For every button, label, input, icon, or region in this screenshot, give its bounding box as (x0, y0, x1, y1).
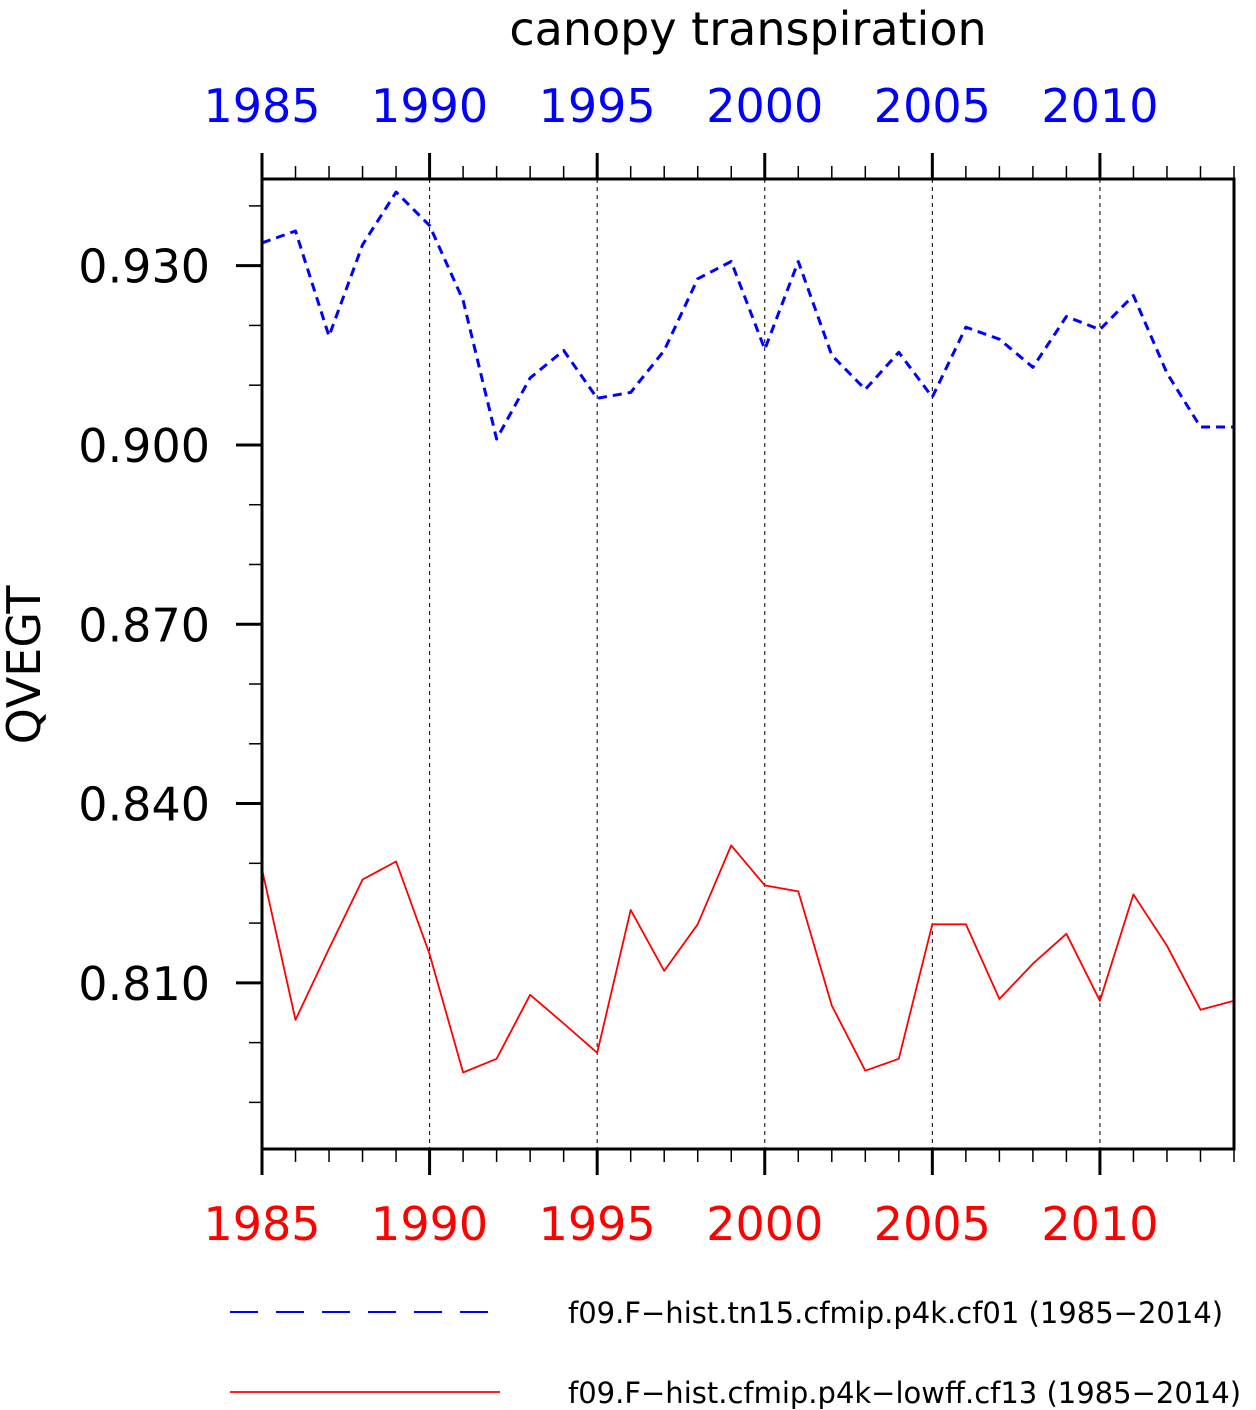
legend-label-2: f09.F−hist.cfmip.p4k−lowff.cf13 (1985−20… (568, 1376, 1241, 1410)
top-x-tick-label: 1985 (203, 79, 320, 133)
bottom-x-tick-label: 1985 (203, 1197, 320, 1251)
legend: f09.F−hist.tn15.cfmip.p4k.cf01 (1985−201… (230, 1296, 1241, 1410)
y-tick-label: 0.870 (78, 598, 210, 652)
y-tick-label: 0.930 (78, 240, 210, 294)
y-tick-label: 0.810 (78, 957, 210, 1011)
bottom-x-tick-label: 2005 (874, 1197, 991, 1251)
bottom-x-tick-label: 2000 (706, 1197, 823, 1251)
bottom-x-tick-label: 1995 (539, 1197, 656, 1251)
chart-title: canopy transpiration (509, 2, 986, 56)
bottom-x-tick-label: 2010 (1041, 1197, 1158, 1251)
y-axis-label: QVEGT (0, 585, 51, 745)
series-lines (261, 190, 1235, 1074)
grid-lines (429, 179, 1101, 1149)
top-x-tick-label: 2010 (1041, 79, 1158, 133)
y-tick-label: 0.900 (78, 419, 210, 473)
series-line-1 (261, 190, 1234, 441)
tick-labels: 0.810 0.840 0.870 0.900 0.930 1985 1985 1990 199… (78, 79, 1158, 1251)
top-x-tick-label: 2000 (706, 79, 823, 133)
top-x-tick-label: 1995 (539, 79, 656, 133)
axis-ticks (236, 153, 1235, 1175)
y-tick-label: 0.840 (78, 778, 210, 832)
series-line-2 (261, 844, 1235, 1074)
bottom-x-tick-label: 1990 (371, 1197, 488, 1251)
top-x-tick-label: 2005 (874, 79, 991, 133)
top-x-tick-label: 1990 (371, 79, 488, 133)
plot-frame (260, 177, 1236, 1151)
legend-label-1: f09.F−hist.tn15.cfmip.p4k.cf01 (1985−201… (568, 1296, 1223, 1330)
